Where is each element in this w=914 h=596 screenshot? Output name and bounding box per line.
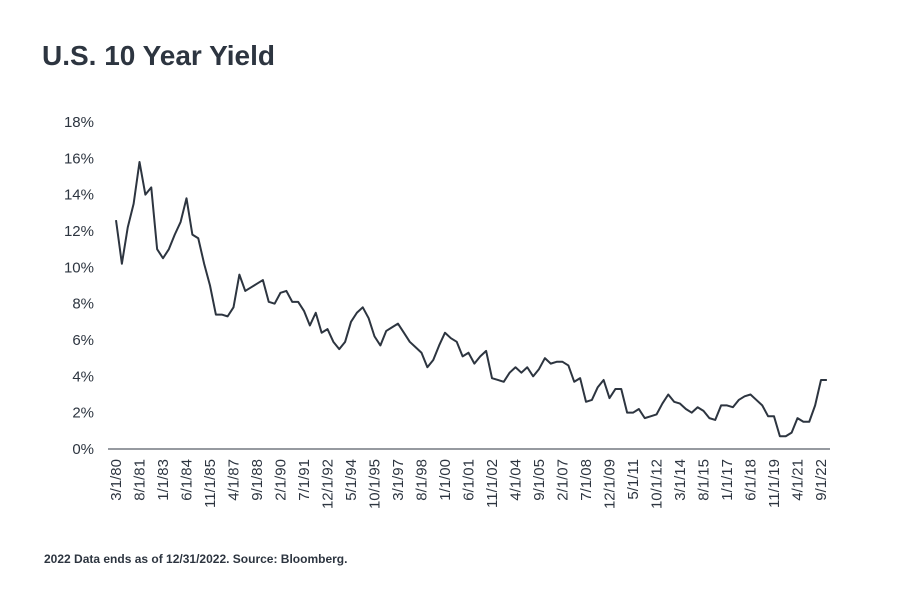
x-tick-label: 3/1/80: [108, 459, 125, 501]
x-tick-label: 6/1/84: [179, 459, 196, 501]
chart-title: U.S. 10 Year Yield: [42, 40, 275, 71]
x-tick-label: 2/1/90: [273, 459, 290, 501]
x-tick-label: 4/1/87: [226, 459, 243, 501]
y-tick-label: 4%: [72, 368, 94, 385]
y-tick-label: 10%: [64, 259, 94, 276]
x-tick-label: 7/1/08: [578, 459, 595, 501]
x-tick-label: 10/1/95: [367, 459, 384, 509]
x-tick-label: 12/1/09: [602, 459, 619, 509]
x-tick-label: 3/1/14: [672, 459, 689, 501]
y-tick-label: 6%: [72, 332, 94, 349]
x-tick-label: 11/1/02: [484, 459, 501, 508]
x-tick-label: 4/1/21: [790, 459, 807, 501]
x-tick-label: 9/1/05: [531, 459, 548, 501]
x-tick-label: 11/1/85: [202, 459, 219, 508]
x-tick-label: 1/1/00: [437, 459, 454, 501]
x-tick-label: 8/1/81: [132, 459, 149, 501]
y-tick-label: 18%: [64, 114, 94, 131]
x-tick-label: 5/1/94: [343, 459, 360, 501]
x-tick-label: 12/1/92: [320, 459, 337, 509]
x-tick-label: 9/1/88: [249, 459, 266, 501]
x-tick-label: 10/1/12: [649, 459, 666, 509]
x-tick-label: 8/1/98: [414, 459, 431, 501]
y-tick-label: 16%: [64, 150, 94, 167]
x-tick-label: 7/1/91: [296, 459, 313, 501]
x-tick-label: 6/1/18: [743, 459, 760, 501]
x-tick-label: 1/1/83: [155, 459, 172, 501]
x-tick-label: 3/1/97: [390, 459, 407, 501]
y-tick-label: 8%: [72, 296, 94, 313]
y-tick-label: 12%: [64, 223, 94, 240]
x-tick-label: 4/1/04: [508, 459, 525, 501]
x-tick-label: 6/1/01: [461, 459, 478, 501]
x-tick-label: 11/1/19: [766, 459, 783, 508]
y-tick-label: 0%: [72, 441, 94, 458]
x-tick-label: 9/1/22: [813, 459, 830, 501]
x-tick-label: 5/1/11: [625, 459, 642, 500]
y-tick-label: 2%: [72, 405, 94, 422]
x-tick-label: 1/1/17: [719, 459, 736, 501]
x-tick-label: 2/1/07: [555, 459, 572, 501]
footnote: 2022 Data ends as of 12/31/2022. Source:…: [44, 552, 347, 566]
line-series: [115, 160, 827, 438]
y-tick-label: 14%: [64, 187, 94, 204]
x-tick-label: 8/1/15: [696, 459, 713, 501]
